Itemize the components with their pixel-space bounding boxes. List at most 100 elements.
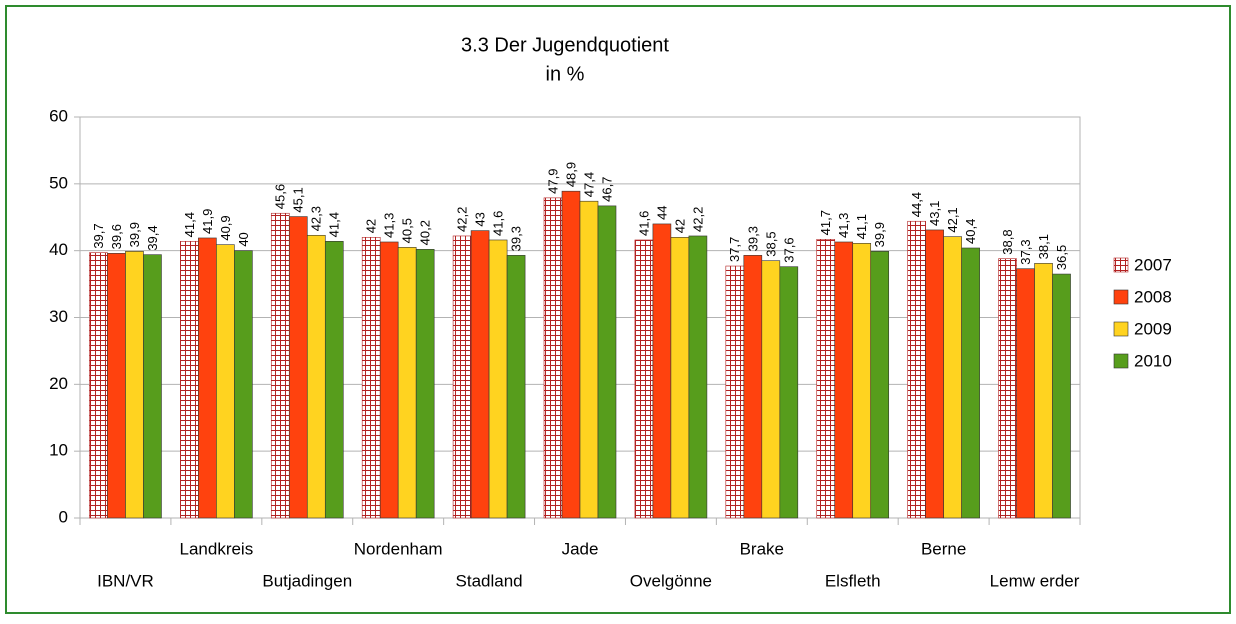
value-label: 41,4	[327, 212, 342, 237]
value-label: 41,3	[382, 213, 397, 238]
bar	[89, 252, 108, 519]
chart-title: 3.3 Der Jugendquotient	[461, 34, 669, 56]
bar	[452, 235, 472, 519]
value-label: 47,9	[545, 169, 560, 194]
x-tick-label: Landkreis	[180, 539, 254, 558]
bar	[834, 241, 854, 519]
value-label: 43	[473, 212, 488, 226]
x-tick-label: Brake	[740, 539, 784, 558]
value-label: 41,4	[182, 212, 197, 237]
legend-label: 2007	[1134, 255, 1172, 274]
bar	[852, 243, 872, 519]
value-label: 46,7	[599, 177, 614, 202]
bar	[1034, 263, 1053, 519]
value-label: 41,9	[200, 209, 215, 234]
value-label: 38,1	[1036, 234, 1051, 259]
x-tick-label: Jade	[562, 539, 599, 558]
value-label: 42,3	[309, 206, 324, 231]
value-label: 42,1	[945, 207, 960, 232]
x-tick-label: Berne	[921, 539, 966, 558]
bar	[234, 250, 253, 519]
value-label: 41,7	[818, 210, 833, 235]
value-label: 45,6	[273, 184, 288, 209]
bar	[725, 265, 745, 519]
value-label: 43,1	[927, 201, 942, 226]
bar	[670, 237, 690, 519]
value-label: 48,9	[563, 162, 578, 187]
bar	[816, 239, 836, 519]
x-tick-label: Butjadingen	[262, 571, 352, 590]
bar	[1016, 268, 1035, 519]
value-label: 40,5	[400, 218, 415, 243]
x-tick-label: Lemw erder	[990, 571, 1080, 590]
y-tick-label: 40	[49, 240, 68, 259]
value-label: 39,3	[509, 226, 524, 251]
value-label: 40,4	[963, 219, 978, 244]
bar	[198, 237, 217, 519]
bar	[488, 239, 508, 519]
bar	[652, 223, 672, 519]
y-tick-label: 60	[49, 106, 68, 125]
legend-label: 2009	[1134, 319, 1172, 338]
value-label: 38,8	[1000, 229, 1015, 254]
value-label: 36,5	[1054, 245, 1069, 270]
value-label: 39,3	[745, 226, 760, 251]
value-label: 44,4	[909, 192, 924, 217]
value-label: 37,7	[727, 237, 742, 262]
bar	[1052, 273, 1071, 519]
value-label: 41,6	[491, 211, 506, 236]
bar	[361, 237, 381, 519]
bar	[779, 266, 799, 519]
value-label: 39,9	[127, 222, 142, 247]
bar	[143, 254, 162, 519]
x-tick-label: Stadland	[456, 571, 523, 590]
value-label: 41,1	[854, 214, 869, 239]
value-label: 40,2	[418, 220, 433, 245]
bar	[907, 220, 926, 519]
legend-swatch	[1113, 257, 1129, 273]
x-tick-label: Nordenham	[354, 539, 443, 558]
legend-swatch	[1113, 321, 1129, 337]
legend-label: 2010	[1134, 351, 1172, 370]
value-label: 42	[672, 219, 687, 233]
bar	[634, 239, 654, 519]
value-label: 42,2	[690, 207, 705, 232]
value-label: 41,3	[836, 213, 851, 238]
bar	[761, 260, 781, 519]
y-tick-label: 0	[59, 507, 68, 526]
x-tick-label: Elsfleth	[825, 571, 881, 590]
bar	[597, 205, 617, 519]
value-label: 37,6	[781, 237, 796, 262]
bar	[397, 247, 417, 519]
bar	[379, 241, 399, 519]
y-tick-label: 30	[49, 307, 68, 326]
value-label: 37,3	[1018, 239, 1033, 264]
bar	[688, 235, 708, 519]
x-tick-label: IBN/VR	[97, 571, 154, 590]
bar	[470, 230, 490, 519]
bar	[415, 249, 435, 519]
value-label: 39,4	[145, 225, 160, 250]
bar	[107, 253, 126, 519]
value-label: 42	[364, 219, 379, 233]
value-label: 40,9	[218, 215, 233, 240]
bar	[870, 251, 890, 519]
bar	[561, 190, 581, 519]
bar	[961, 247, 980, 519]
bar	[998, 258, 1017, 519]
bar	[506, 255, 526, 519]
bar	[925, 229, 944, 519]
bar	[125, 251, 144, 519]
x-tick-label: Ovelgönne	[630, 571, 712, 590]
value-label: 39,9	[872, 222, 887, 247]
y-tick-label: 50	[49, 173, 68, 192]
bar	[288, 216, 308, 519]
bar	[180, 241, 199, 519]
value-label: 44	[654, 205, 669, 219]
bar	[270, 212, 290, 519]
bar	[743, 255, 763, 519]
bar	[579, 200, 599, 519]
chart-subtitle: in %	[546, 63, 585, 85]
value-label: 41,6	[636, 211, 651, 236]
